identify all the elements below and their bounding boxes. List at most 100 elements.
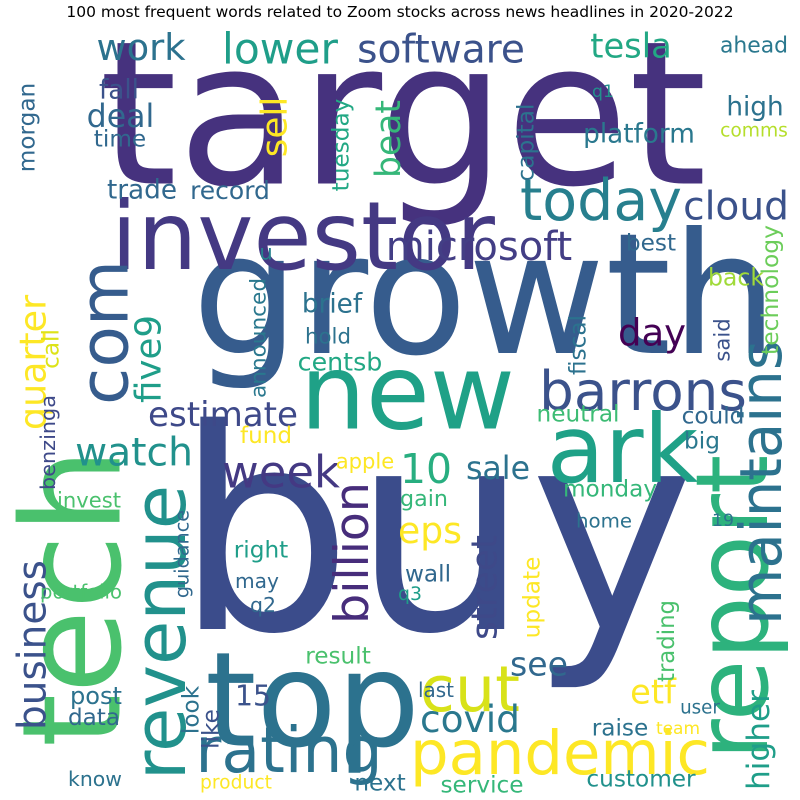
word-technology: technology	[756, 225, 784, 355]
word-maintains: maintains	[727, 340, 795, 625]
word-com: com	[66, 260, 145, 405]
word-day: day	[618, 312, 686, 355]
word-user: user	[680, 698, 720, 719]
word-home: home	[576, 510, 632, 533]
word-look: look	[178, 685, 205, 734]
word-q1: q1	[592, 82, 614, 102]
word-beat: beat	[369, 100, 409, 178]
word-last: last	[418, 678, 454, 702]
word-data: data	[68, 705, 120, 731]
word-team: team	[656, 719, 700, 739]
word-tech: tech	[0, 448, 153, 748]
word-see: see	[510, 645, 568, 684]
word-street: street	[465, 535, 506, 640]
word-quarter: quarter	[12, 295, 55, 430]
word-watch: watch	[75, 431, 193, 476]
word-target: target	[99, 0, 707, 232]
word-brief: brief	[302, 290, 363, 320]
word-could: could	[682, 403, 745, 430]
word-sale: sale	[466, 451, 530, 487]
word-q3: q3	[398, 583, 422, 605]
word-etf: etf	[630, 673, 677, 712]
word-week: week	[222, 446, 340, 499]
word-deal: deal	[87, 99, 155, 135]
word-call: call	[38, 329, 65, 369]
chart-title: 100 most frequent words related to Zoom …	[66, 3, 734, 21]
word-update: update	[519, 557, 546, 639]
word-trade: trade	[107, 176, 177, 206]
word-new: new	[300, 332, 515, 454]
word-comms: comms	[720, 121, 788, 142]
word-guidance: guidance	[171, 510, 194, 598]
word-apple: apple	[336, 449, 395, 474]
word-said: said	[710, 318, 735, 361]
word-next: next	[354, 770, 405, 797]
word-may: may	[235, 569, 279, 593]
word-benzinga: benzinga	[36, 395, 60, 490]
word-q2: q2	[250, 593, 276, 617]
word-rating: rating	[195, 713, 382, 787]
word-sell: sell	[255, 97, 296, 158]
word-growth: growth	[192, 197, 778, 393]
word-report: report	[674, 455, 791, 760]
word-covid: covid	[420, 697, 520, 741]
word-lower: lower	[222, 25, 338, 74]
word-software: software	[357, 28, 525, 73]
word-fall: fall	[99, 76, 139, 106]
word-centsb: centsb	[298, 348, 383, 377]
word-cloud: cloud	[683, 185, 789, 230]
word-tesla: tesla	[590, 27, 672, 66]
word-top: top	[205, 624, 420, 777]
word-fund: fund	[240, 423, 292, 449]
word-investor: investor	[111, 182, 495, 292]
word-result: result	[305, 643, 371, 670]
word-neutral: neutral	[537, 401, 620, 428]
word-product: product	[200, 773, 272, 794]
word-platform: platform	[583, 120, 695, 150]
word-like: like	[198, 709, 225, 749]
word-big: big	[684, 428, 720, 455]
word-u: u	[259, 240, 272, 265]
word-high: high	[726, 93, 783, 123]
word-pandemic: pandemic	[410, 719, 710, 789]
word-billion: billion	[325, 482, 380, 624]
word-ahead: ahead	[720, 34, 788, 59]
word-capital: capital	[513, 104, 540, 182]
word-19: 19	[712, 511, 734, 531]
word-monday: monday	[563, 476, 657, 503]
word-gain: gain	[400, 486, 448, 512]
word-business: business	[11, 560, 56, 730]
word-buy: buy	[175, 370, 695, 695]
word-tuesday: tuesday	[328, 98, 355, 191]
word-work: work	[96, 26, 186, 69]
word-today: today	[520, 168, 682, 234]
word-announced: announced	[247, 278, 272, 398]
word-service: service	[440, 772, 523, 799]
word-microsoft: microsoft	[386, 224, 572, 270]
word-post: post	[70, 682, 122, 710]
word-barrons: barrons	[539, 359, 747, 423]
word-wall: wall	[405, 561, 451, 588]
word-eps: eps	[398, 510, 462, 552]
word-15: 15	[235, 680, 271, 713]
word-know: know	[68, 767, 122, 791]
word-estimate: estimate	[148, 395, 298, 435]
word-trading: trading	[654, 600, 680, 682]
word-10: 10	[400, 445, 452, 493]
word-best: best	[626, 230, 676, 257]
word-invest: invest	[57, 488, 121, 513]
word-revenue: revenue	[119, 485, 203, 780]
word-ark: ark	[547, 395, 699, 505]
word-right: right	[234, 537, 288, 564]
word-morgan: morgan	[14, 83, 41, 173]
word-hold: hold	[305, 325, 351, 350]
word-time: time	[94, 126, 146, 153]
word-back: back	[708, 264, 764, 292]
word-raise: raise	[592, 715, 649, 742]
word-cut: cut	[420, 652, 520, 726]
word-record: record	[190, 176, 270, 205]
word-customer: customer	[586, 766, 696, 793]
word-fiscal: fiscal	[565, 315, 592, 375]
